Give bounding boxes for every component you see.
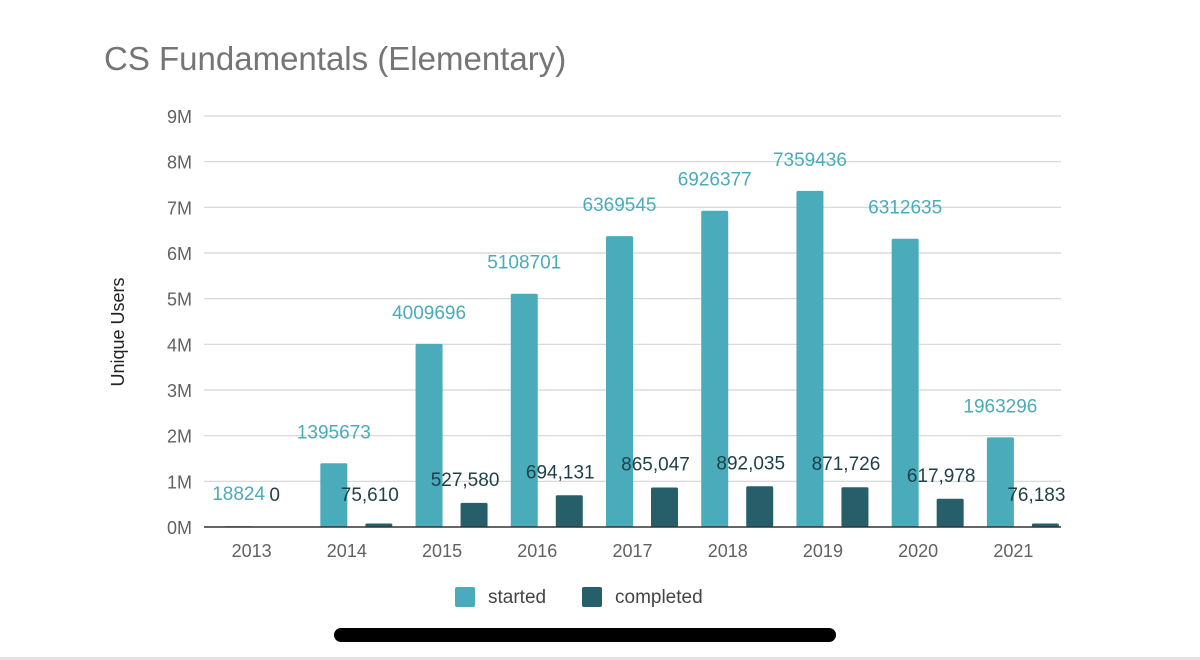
y-axis-ticks: 0M 1M 2M 3M 4M 5M 6M 7M 8M 9M — [167, 107, 192, 538]
bar-completed — [746, 486, 774, 527]
y-tick-label: 4M — [167, 335, 192, 355]
bar-started — [986, 437, 1014, 527]
legend-label-started: started — [488, 587, 546, 608]
bars — [225, 190, 1059, 528]
y-tick-label: 3M — [167, 381, 192, 401]
bar-completed — [841, 487, 869, 527]
bar-started — [701, 210, 729, 528]
x-tick-label: 2021 — [993, 541, 1033, 561]
bar-started — [510, 293, 538, 527]
bar-completed — [460, 502, 488, 527]
data-label-completed: 76,183 — [1007, 485, 1065, 506]
x-tick-label: 2016 — [517, 541, 557, 561]
bar-started — [606, 236, 633, 527]
bar-started — [891, 238, 919, 527]
data-label-started: 6926377 — [678, 170, 752, 191]
bar-completed — [1031, 523, 1059, 527]
data-label-started: 1963296 — [963, 396, 1037, 417]
y-tick-label: 6M — [167, 244, 192, 264]
bar-completed — [936, 498, 964, 527]
bar-started — [796, 190, 824, 528]
x-axis-ticks: 2013 2014 2015 2016 2017 2018 2019 2020 2021 — [232, 541, 1034, 561]
x-tick-label: 2014 — [327, 541, 367, 561]
data-label-started: 5108701 — [487, 253, 561, 274]
x-tick-label: 2013 — [232, 541, 272, 561]
bar-completed — [555, 495, 583, 527]
legend-swatch-started — [455, 587, 475, 607]
bar-completed — [651, 487, 678, 527]
data-label-completed: 0 — [269, 485, 280, 506]
chart-title: CS Fundamentals (Elementary) — [104, 40, 567, 77]
legend-label-completed: completed — [615, 587, 703, 608]
x-tick-label: 2015 — [422, 541, 462, 561]
legend-swatch-completed — [582, 587, 602, 607]
data-label-started: 4009696 — [392, 303, 466, 324]
data-label-completed: 892,035 — [716, 453, 785, 474]
bar-completed — [365, 523, 393, 527]
data-label-started: 6312635 — [868, 198, 942, 219]
bar-started — [415, 343, 443, 527]
data-label-started: 6369545 — [583, 195, 657, 216]
data-label-completed: 865,047 — [621, 454, 690, 475]
y-tick-label: 8M — [167, 153, 192, 173]
x-tick-label: 2019 — [803, 541, 843, 561]
y-tick-label: 9M — [167, 107, 192, 127]
y-tick-label: 1M — [167, 472, 192, 492]
data-labels: 18824 0 1395673 75,610 4009696 527,580 5108701… — [212, 150, 1065, 506]
x-tick-label: 2020 — [898, 541, 938, 561]
data-label-started: 18824 — [212, 484, 265, 505]
y-tick-label: 0M — [167, 518, 192, 538]
data-label-completed: 617,978 — [907, 466, 976, 487]
y-tick-label: 5M — [167, 290, 192, 310]
legend: started completed — [455, 587, 703, 608]
data-label-started: 7359436 — [773, 150, 847, 171]
y-tick-label: 7M — [167, 198, 192, 218]
data-label-completed: 871,726 — [812, 454, 881, 475]
y-axis-title: Unique Users — [108, 277, 128, 386]
y-tick-label: 2M — [167, 427, 192, 447]
x-tick-label: 2017 — [612, 541, 652, 561]
data-label-completed: 527,580 — [431, 470, 500, 491]
bar-started — [320, 463, 348, 527]
x-tick-label: 2018 — [708, 541, 748, 561]
data-label-started: 1395673 — [297, 422, 371, 443]
home-indicator[interactable] — [334, 628, 836, 642]
bottom-divider — [0, 657, 1200, 660]
data-label-completed: 75,610 — [341, 485, 399, 506]
data-label-completed: 694,131 — [526, 462, 595, 483]
